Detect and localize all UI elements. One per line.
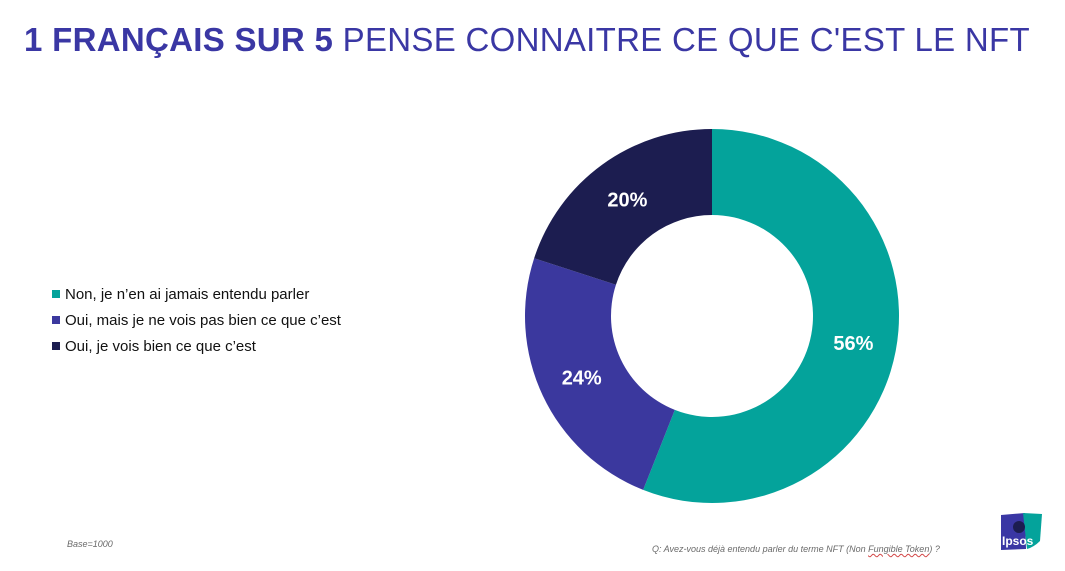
logo-text: Ipsos: [1002, 534, 1034, 548]
slice-label-know-well: 20%: [607, 190, 647, 212]
page-title: 1 FRANÇAIS SUR 5 PENSE CONNAITRE CE QUE …: [24, 20, 1034, 60]
base-note: Base=1000: [67, 539, 113, 549]
legend-swatch-know-well: [52, 342, 60, 350]
slice-not-clear: [525, 258, 675, 490]
question-text: Q: Avez-vous déjà entendu parler du term…: [652, 544, 869, 554]
donut-labels: 56% 24% 20%: [562, 190, 874, 390]
slice-never-heard: [643, 129, 899, 504]
chart-legend: Non, je n’en ai jamais entendu parler Ou…: [52, 281, 341, 359]
question-underlined-term: Fungible Token: [868, 544, 930, 554]
legend-item: Oui, je vois bien ce que c’est: [52, 333, 341, 359]
donut-chart: 56% 24% 20%: [525, 129, 899, 504]
logo-head-shape: [1013, 521, 1025, 533]
title-rest: PENSE CONNAITRE CE QUE C'EST LE NFT: [333, 21, 1030, 58]
slice-label-not-clear: 24%: [562, 367, 602, 389]
slice-know-well: [534, 129, 712, 285]
legend-swatch-never-heard: [52, 290, 60, 298]
title-highlight: 1 FRANÇAIS SUR 5: [24, 21, 334, 58]
question-text-end: ) ?: [929, 544, 940, 554]
legend-label: Non, je n’en ai jamais entendu parler: [65, 285, 310, 303]
slice-label-never-heard: 56%: [833, 333, 873, 355]
ipsos-logo: Ipsos: [1001, 513, 1042, 550]
legend-label: Oui, mais je ne vois pas bien ce que c’e…: [65, 311, 341, 329]
question-note: Q: Avez-vous déjà entendu parler du term…: [652, 544, 940, 554]
legend-item: Non, je n’en ai jamais entendu parler: [52, 281, 341, 307]
legend-swatch-not-clear: [52, 316, 60, 324]
donut-slices: [525, 129, 899, 504]
legend-item: Oui, mais je ne vois pas bien ce que c’e…: [52, 307, 341, 333]
logo-teal-shape: [1023, 513, 1042, 549]
legend-label: Oui, je vois bien ce que c’est: [65, 337, 256, 355]
